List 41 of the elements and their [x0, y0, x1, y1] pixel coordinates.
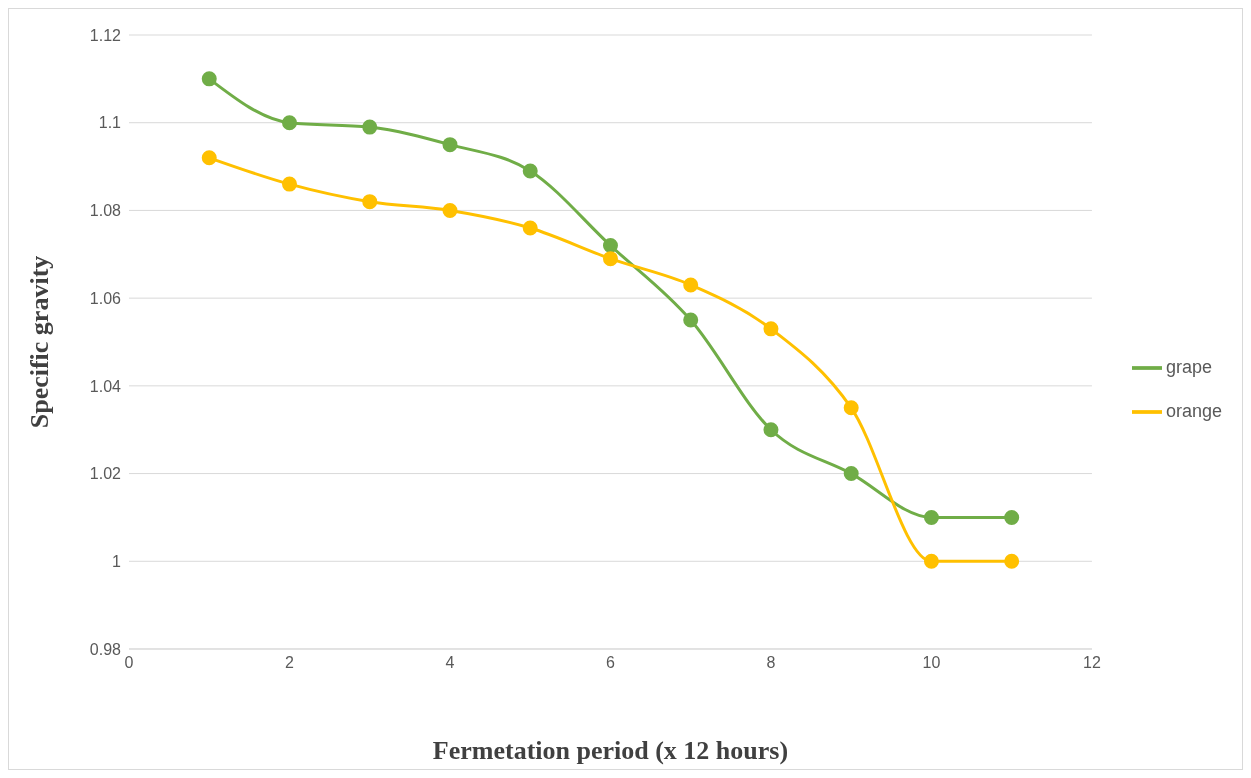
- x-tick-label: 12: [1083, 654, 1101, 672]
- point: [281, 176, 297, 192]
- point: [683, 277, 699, 293]
- point: [522, 163, 538, 179]
- point: [683, 312, 699, 328]
- x-tick-label: 0: [124, 654, 134, 672]
- y-tick-label: 0.98: [89, 640, 122, 658]
- x-axis-title: Fermetation period (x 12 hours): [432, 736, 789, 765]
- point: [442, 202, 458, 218]
- point: [763, 321, 779, 337]
- point: [923, 553, 939, 569]
- y-tick-label: 1.04: [89, 377, 122, 395]
- legend-label: orange: [1165, 401, 1222, 421]
- x-tick-label: 4: [445, 654, 455, 672]
- point: [201, 71, 217, 87]
- point: [362, 194, 378, 210]
- x-tick-label: 8: [766, 654, 776, 672]
- point: [843, 400, 859, 416]
- point: [923, 509, 939, 525]
- y-tick-label: 1.1: [98, 114, 122, 132]
- y-tick-label: 1.08: [89, 202, 122, 220]
- legend-label: grape: [1165, 357, 1212, 377]
- point: [201, 150, 217, 166]
- y-tick-label: 1.06: [89, 289, 122, 307]
- x-tick-label: 10: [922, 654, 941, 672]
- point: [1004, 553, 1020, 569]
- point: [602, 251, 618, 267]
- y-axis-title: Specific gravity: [25, 255, 55, 429]
- point: [362, 119, 378, 135]
- x-tick-label: 2: [285, 654, 295, 672]
- y-tick-label: 1.12: [89, 26, 122, 44]
- point: [763, 422, 779, 438]
- y-tick-label: 1.02: [89, 465, 122, 483]
- point: [843, 466, 859, 482]
- x-tick-label: 6: [606, 654, 616, 672]
- point: [442, 137, 458, 153]
- point: [281, 115, 297, 131]
- point: [602, 238, 618, 254]
- point: [522, 220, 538, 236]
- y-tick-label: 1: [112, 552, 122, 570]
- point: [1004, 509, 1020, 525]
